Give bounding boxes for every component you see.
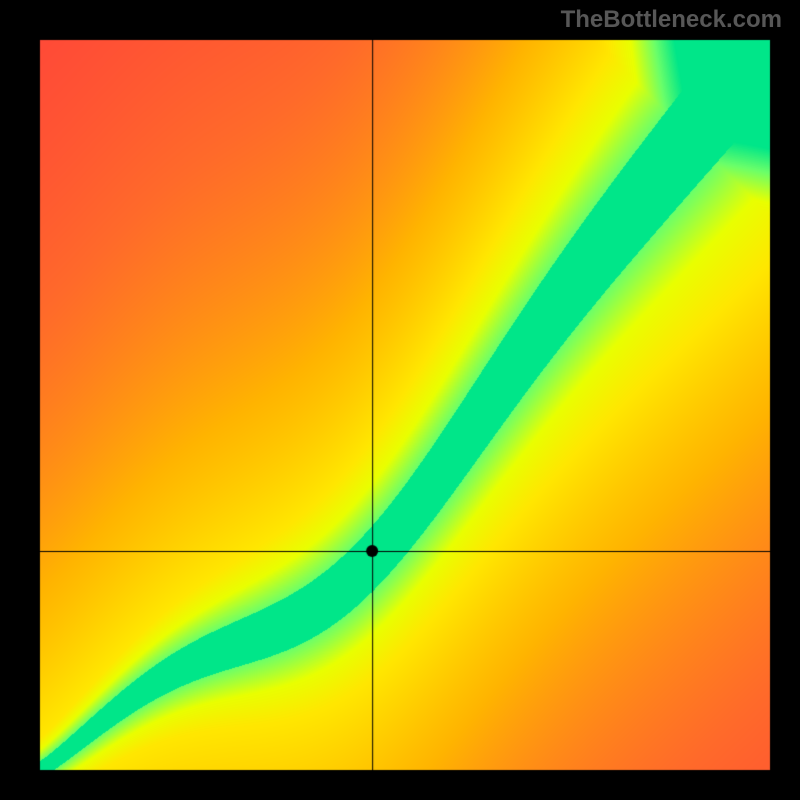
chart-container: TheBottleneck.com bbox=[0, 0, 800, 800]
watermark-text: TheBottleneck.com bbox=[561, 6, 782, 34]
heatmap-canvas bbox=[0, 0, 800, 800]
